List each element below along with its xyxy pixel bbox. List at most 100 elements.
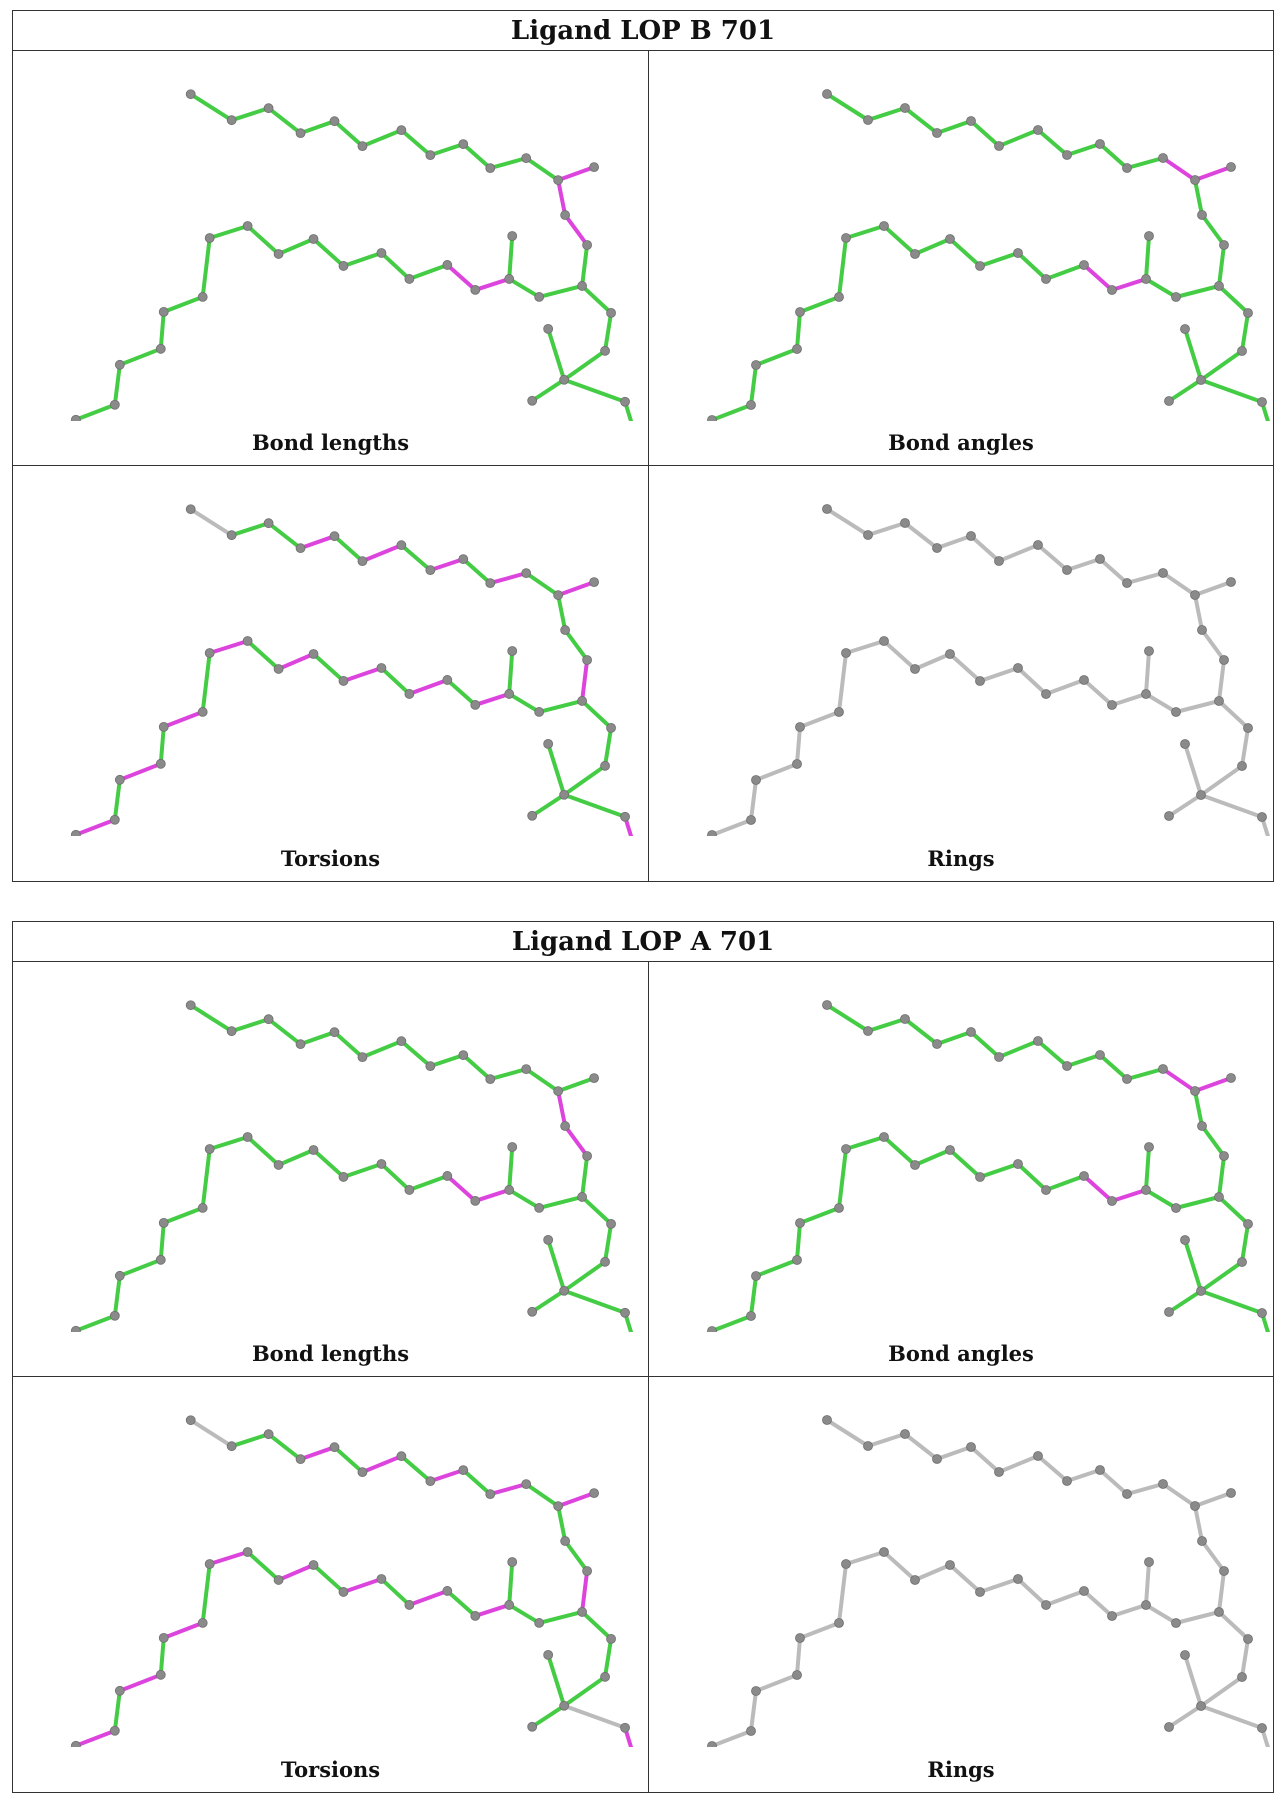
bond bbox=[1183, 742, 1203, 797]
bond bbox=[158, 724, 166, 766]
atom bbox=[226, 115, 237, 126]
bond bbox=[882, 1550, 917, 1582]
bond bbox=[530, 792, 567, 818]
atom bbox=[822, 504, 832, 514]
bond bbox=[997, 1039, 1040, 1059]
bond bbox=[407, 262, 450, 281]
atom bbox=[543, 323, 554, 334]
panel-caption: Torsions bbox=[280, 846, 381, 871]
atom bbox=[242, 1547, 253, 1557]
atom bbox=[932, 128, 942, 138]
atom bbox=[1226, 1488, 1236, 1498]
atom bbox=[966, 1027, 976, 1037]
bond bbox=[276, 236, 316, 256]
bond bbox=[1110, 277, 1148, 292]
atom bbox=[900, 1429, 910, 1439]
atom bbox=[295, 543, 306, 554]
bond bbox=[524, 1482, 561, 1509]
atom bbox=[527, 1721, 538, 1732]
bond bbox=[332, 534, 365, 564]
atom bbox=[606, 722, 616, 733]
bond bbox=[200, 1147, 212, 1210]
atom bbox=[966, 116, 976, 126]
panel-caption: Bond lengths bbox=[251, 1341, 410, 1366]
bond bbox=[1125, 156, 1165, 170]
bond bbox=[1260, 1311, 1270, 1332]
atom bbox=[606, 307, 616, 318]
bond bbox=[530, 1703, 567, 1729]
bond bbox=[112, 1688, 122, 1733]
bond bbox=[562, 1703, 628, 1730]
atom bbox=[559, 1285, 570, 1296]
atom bbox=[600, 1671, 610, 1682]
bond bbox=[341, 1161, 384, 1179]
bond bbox=[1036, 1039, 1069, 1068]
bond bbox=[445, 262, 478, 292]
bond bbox=[407, 1588, 450, 1607]
bond bbox=[1016, 1577, 1048, 1607]
atom bbox=[338, 1587, 349, 1597]
bond bbox=[1065, 1468, 1102, 1483]
atom bbox=[751, 1686, 761, 1696]
atom bbox=[559, 789, 570, 800]
atom bbox=[185, 1415, 196, 1426]
atom bbox=[1062, 565, 1072, 575]
bond bbox=[844, 1550, 886, 1566]
bond bbox=[1044, 1589, 1086, 1607]
bond bbox=[798, 1621, 841, 1640]
bond bbox=[112, 777, 122, 822]
atom bbox=[273, 664, 284, 674]
atom bbox=[707, 830, 717, 836]
bond bbox=[207, 1550, 250, 1566]
bond bbox=[882, 639, 917, 671]
bond bbox=[537, 283, 585, 299]
atom bbox=[834, 292, 844, 302]
atom bbox=[1141, 274, 1151, 284]
atom bbox=[470, 1196, 481, 1206]
atom bbox=[600, 1256, 610, 1267]
bond bbox=[562, 1288, 628, 1315]
atom bbox=[1033, 1036, 1043, 1046]
atom bbox=[589, 1488, 599, 1499]
bond bbox=[1193, 178, 1204, 217]
bond bbox=[837, 1562, 848, 1625]
atom bbox=[458, 1050, 469, 1061]
atom bbox=[1171, 1618, 1181, 1628]
atom bbox=[109, 399, 120, 410]
bond bbox=[1036, 128, 1069, 157]
atom bbox=[945, 1560, 955, 1570]
bond bbox=[311, 236, 346, 268]
atom bbox=[109, 1725, 120, 1736]
bond bbox=[969, 534, 1001, 563]
bond bbox=[158, 1635, 166, 1677]
atom bbox=[834, 707, 844, 717]
atom bbox=[534, 292, 545, 302]
molecule-diagram bbox=[707, 504, 1270, 836]
atom bbox=[1164, 1722, 1174, 1732]
atom bbox=[841, 1144, 851, 1154]
atom bbox=[158, 306, 169, 317]
atom bbox=[994, 556, 1004, 566]
atom bbox=[197, 707, 208, 717]
atom bbox=[470, 700, 481, 710]
bond bbox=[1044, 1174, 1086, 1192]
atom bbox=[975, 261, 985, 271]
atom bbox=[1171, 292, 1181, 302]
atom bbox=[329, 1027, 340, 1038]
bond bbox=[1167, 1289, 1203, 1314]
atom bbox=[879, 636, 889, 646]
bond bbox=[360, 1039, 404, 1060]
atom bbox=[1079, 1586, 1089, 1596]
bond bbox=[1144, 277, 1178, 299]
panel-caption: Rings bbox=[927, 846, 995, 871]
bond bbox=[798, 710, 841, 729]
atom bbox=[792, 1255, 802, 1265]
atom bbox=[197, 292, 208, 302]
atom bbox=[822, 1415, 832, 1425]
bond bbox=[1193, 1089, 1204, 1128]
bond bbox=[524, 156, 561, 183]
bond bbox=[399, 128, 433, 158]
atom bbox=[1095, 554, 1105, 564]
atom bbox=[1197, 625, 1207, 635]
bond bbox=[546, 1237, 567, 1293]
